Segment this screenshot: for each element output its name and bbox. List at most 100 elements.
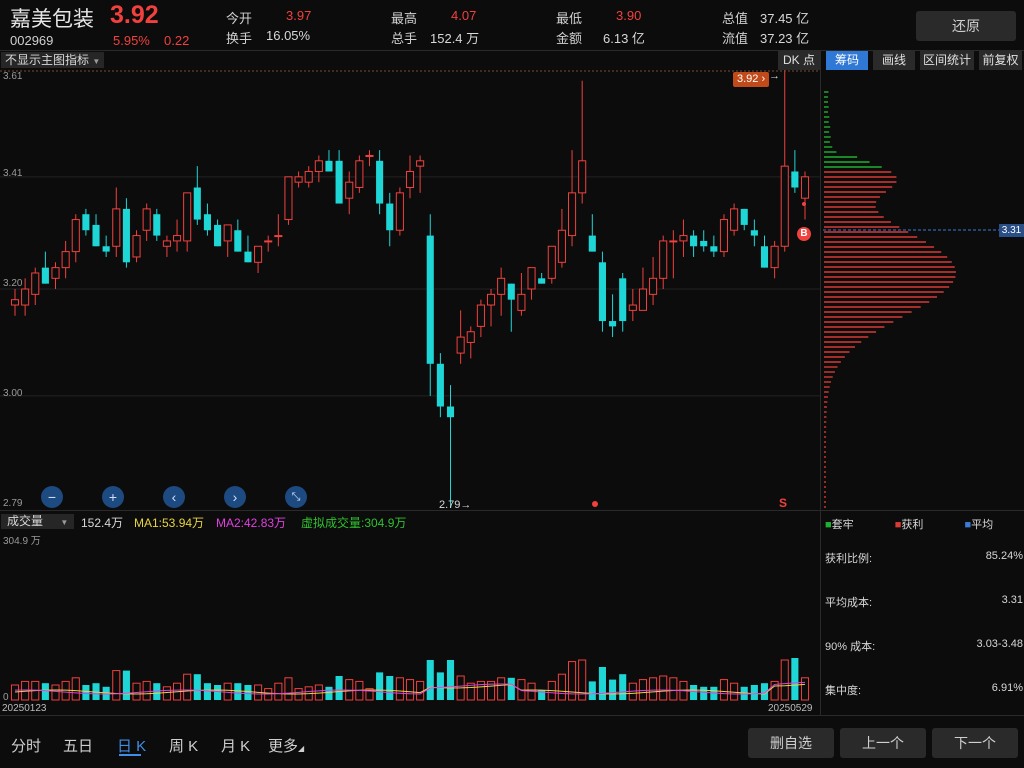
candle-body[interactable] bbox=[234, 230, 241, 251]
candle-body[interactable] bbox=[781, 166, 788, 246]
candle-body[interactable] bbox=[447, 407, 454, 418]
candle-body[interactable] bbox=[548, 246, 555, 278]
candle-body[interactable] bbox=[558, 230, 565, 262]
candle-body[interactable] bbox=[406, 171, 413, 187]
candle-body[interactable] bbox=[639, 289, 646, 310]
candle-body[interactable] bbox=[315, 161, 322, 172]
restore-button[interactable]: 还原 bbox=[916, 11, 1016, 41]
candle-body[interactable] bbox=[42, 268, 49, 284]
candle-body[interactable] bbox=[52, 268, 59, 279]
candle-body[interactable] bbox=[731, 209, 738, 230]
candle-body[interactable] bbox=[184, 193, 191, 241]
candle-body[interactable] bbox=[579, 161, 586, 193]
candle-body[interactable] bbox=[174, 236, 181, 241]
candle-body[interactable] bbox=[346, 182, 353, 198]
candle-body[interactable] bbox=[720, 220, 727, 252]
candle-body[interactable] bbox=[396, 193, 403, 230]
candle-body[interactable] bbox=[569, 193, 576, 236]
dk-point-button[interactable]: DK 点 bbox=[778, 51, 820, 70]
candle-body[interactable] bbox=[771, 246, 778, 267]
event-dot[interactable] bbox=[592, 501, 598, 507]
candle-body[interactable] bbox=[103, 246, 110, 251]
chip-distribution-button[interactable]: 筹码 bbox=[826, 51, 868, 70]
candle-body[interactable] bbox=[22, 289, 29, 305]
candle-body[interactable] bbox=[366, 155, 373, 156]
candle-body[interactable] bbox=[214, 225, 221, 246]
candle-body[interactable] bbox=[275, 236, 282, 237]
candle-body[interactable] bbox=[255, 246, 262, 262]
candle-body[interactable] bbox=[32, 273, 39, 294]
candle-body[interactable] bbox=[629, 305, 636, 310]
tab-monthly-k[interactable]: 月 K bbox=[221, 735, 250, 756]
candle-body[interactable] bbox=[72, 220, 79, 252]
candle-body[interactable] bbox=[143, 209, 150, 230]
candle-body[interactable] bbox=[528, 268, 535, 289]
candle-body[interactable] bbox=[305, 171, 312, 182]
candle-body[interactable] bbox=[599, 262, 606, 321]
fullscreen-icon[interactable]: ⤡ bbox=[285, 486, 307, 508]
candle-body[interactable] bbox=[801, 177, 808, 198]
candle-body[interactable] bbox=[700, 241, 707, 246]
tab-five-day[interactable]: 五日 bbox=[63, 735, 93, 756]
next-stock-button[interactable]: 下一个 bbox=[932, 728, 1018, 758]
candle-body[interactable] bbox=[751, 230, 758, 235]
tab-intraday[interactable]: 分时 bbox=[11, 735, 41, 756]
candle-body[interactable] bbox=[650, 278, 657, 294]
candle-body[interactable] bbox=[498, 278, 505, 294]
candle-body[interactable] bbox=[467, 332, 474, 343]
draw-line-button[interactable]: 画线 bbox=[873, 51, 915, 70]
candle-body[interactable] bbox=[123, 209, 130, 262]
forward-adjust-button[interactable]: 前复权 bbox=[979, 51, 1022, 70]
candle-body[interactable] bbox=[325, 161, 332, 172]
candle-body[interactable] bbox=[244, 252, 251, 263]
candle-body[interactable] bbox=[386, 204, 393, 231]
remove-watchlist-button[interactable]: 删自选 bbox=[748, 728, 834, 758]
candle-body[interactable] bbox=[660, 241, 667, 278]
scroll-left-icon[interactable]: ‹ bbox=[163, 486, 185, 508]
candle-body[interactable] bbox=[690, 236, 697, 247]
candle-body[interactable] bbox=[417, 161, 424, 166]
candle-body[interactable] bbox=[194, 188, 201, 220]
candle-body[interactable] bbox=[11, 300, 18, 305]
candle-body[interactable] bbox=[741, 209, 748, 225]
candle-body[interactable] bbox=[710, 246, 717, 251]
candlestick-chart[interactable] bbox=[0, 70, 820, 510]
sell-signal-marker[interactable]: S bbox=[779, 496, 787, 510]
candle-body[interactable] bbox=[761, 246, 768, 267]
buy-signal-marker[interactable]: B bbox=[797, 227, 811, 241]
tab-daily-k[interactable]: 日 K bbox=[117, 735, 146, 756]
candle-body[interactable] bbox=[163, 241, 170, 246]
candle-body[interactable] bbox=[589, 236, 596, 252]
candle-body[interactable] bbox=[82, 214, 89, 230]
previous-stock-button[interactable]: 上一个 bbox=[840, 728, 926, 758]
candle-body[interactable] bbox=[285, 177, 292, 220]
candle-body[interactable] bbox=[113, 209, 120, 246]
candle-body[interactable] bbox=[62, 252, 69, 268]
scroll-right-icon[interactable]: › bbox=[224, 486, 246, 508]
volume-indicator-dropdown[interactable]: 成交量 ▼ bbox=[1, 514, 74, 529]
candle-body[interactable] bbox=[477, 305, 484, 326]
candle-body[interactable] bbox=[153, 214, 160, 235]
candle-body[interactable] bbox=[457, 337, 464, 353]
candle-body[interactable] bbox=[791, 171, 798, 187]
candle-body[interactable] bbox=[487, 294, 494, 305]
candle-body[interactable] bbox=[224, 225, 231, 241]
candle-body[interactable] bbox=[133, 236, 140, 257]
candle-body[interactable] bbox=[609, 321, 616, 326]
tab-weekly-k[interactable]: 周 K bbox=[169, 735, 198, 756]
candle-body[interactable] bbox=[508, 284, 515, 300]
candle-body[interactable] bbox=[427, 236, 434, 364]
zoom-in-icon[interactable]: + bbox=[102, 486, 124, 508]
candle-body[interactable] bbox=[376, 161, 383, 204]
candle-body[interactable] bbox=[437, 364, 444, 407]
tab-more[interactable]: 更多◢ bbox=[268, 735, 304, 756]
candle-body[interactable] bbox=[356, 161, 363, 188]
candle-body[interactable] bbox=[92, 225, 99, 246]
main-indicator-dropdown[interactable]: 不显示主图指标 ▼ bbox=[1, 52, 104, 68]
candle-body[interactable] bbox=[538, 278, 545, 283]
range-stats-button[interactable]: 区间统计 bbox=[920, 51, 974, 70]
candle-body[interactable] bbox=[295, 177, 302, 182]
candle-body[interactable] bbox=[265, 241, 272, 242]
candle-body[interactable] bbox=[204, 214, 211, 230]
candle-body[interactable] bbox=[680, 236, 687, 241]
